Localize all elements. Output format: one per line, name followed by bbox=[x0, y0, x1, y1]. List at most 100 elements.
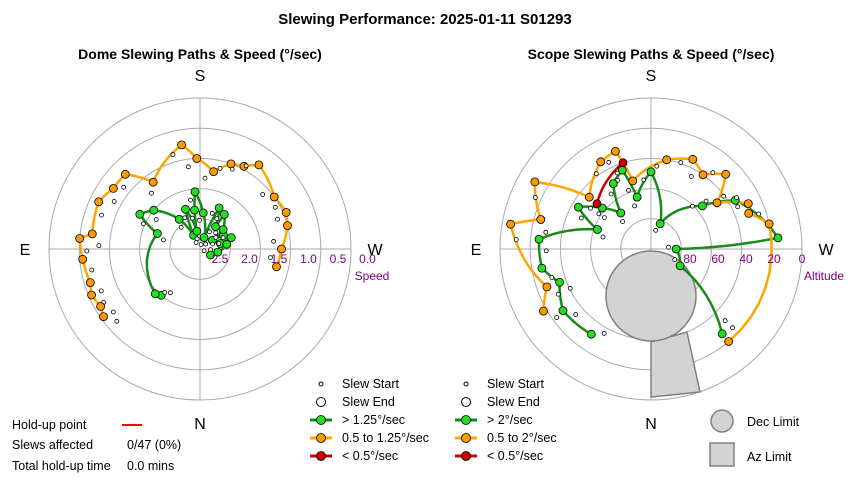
dome-slew-start-point bbox=[213, 235, 219, 240]
dome-legend-slow: < 0.5°/sec bbox=[342, 449, 398, 463]
scope-tick-label: 40 bbox=[739, 252, 753, 266]
scope-point-medium bbox=[724, 337, 733, 346]
dome-path-medium bbox=[152, 143, 183, 183]
scope-slew-start-point bbox=[666, 244, 671, 250]
scope-point-fast bbox=[534, 234, 544, 244]
scope-path-fast bbox=[558, 282, 565, 311]
scope-point-fast bbox=[555, 277, 564, 287]
scope-path-fast bbox=[538, 227, 598, 241]
scope-slew-start-point bbox=[608, 191, 614, 197]
dome-slew-start-point bbox=[99, 212, 104, 218]
scope-path-medium bbox=[509, 223, 548, 288]
dome-slew-start-point bbox=[111, 198, 117, 204]
scope-slew-start-point bbox=[549, 274, 555, 280]
scope-point-fast bbox=[616, 208, 626, 218]
scope-slew-start-point bbox=[734, 195, 739, 201]
dome-slew-start-point bbox=[170, 152, 176, 158]
dome-tick-label: 1.0 bbox=[300, 252, 317, 266]
dome-slew-start-point bbox=[194, 236, 200, 242]
scope-slew-start-point bbox=[573, 312, 579, 317]
scope-ticks: 80 60 40 20 0 bbox=[683, 252, 805, 266]
scope-slew-start-point bbox=[626, 187, 631, 193]
dome-slew-start-point bbox=[220, 235, 226, 241]
dome-slew-start-point bbox=[189, 215, 195, 221]
scope-legend-medium: 0.5 to 2°/sec bbox=[487, 431, 557, 445]
dome-legend-fast-marker bbox=[316, 415, 326, 425]
scope-point-medium bbox=[506, 219, 516, 229]
dome-point-fast bbox=[135, 209, 145, 219]
dome-slew-start-point bbox=[98, 288, 104, 294]
dome-slew-start-point bbox=[160, 237, 166, 243]
scope-point-medium bbox=[662, 155, 672, 165]
scope-slew-start-point bbox=[703, 198, 709, 204]
dome-points bbox=[75, 140, 292, 324]
main-title: Slewing Performance: 2025-01-11 S01293 bbox=[278, 11, 572, 28]
dome-panel: Dome Slewing Paths & Speed (°/sec) S N E… bbox=[20, 46, 390, 433]
dome-title: Dome Slewing Paths & Speed (°/sec) bbox=[78, 46, 322, 62]
dome-point-medium bbox=[177, 140, 187, 150]
scope-slew-start-point bbox=[721, 193, 726, 199]
scope-path-fast bbox=[676, 236, 779, 251]
dome-slew-start-point bbox=[121, 184, 127, 190]
legend-slew-end-marker bbox=[316, 397, 326, 407]
scope-slew-start-point bbox=[653, 227, 659, 233]
dome-point-fast bbox=[190, 205, 199, 215]
dome-legend-slew-start: Slew Start bbox=[342, 377, 399, 391]
dome-slew-start-point bbox=[198, 242, 204, 248]
dome-slew-start-point bbox=[182, 215, 188, 221]
dome-point-fast bbox=[174, 214, 184, 224]
scope-point-fast bbox=[698, 201, 707, 211]
az-limit-region bbox=[650, 331, 701, 398]
scope-slew-start-point bbox=[620, 219, 625, 225]
scope-point-fast bbox=[655, 219, 665, 229]
scope-slew-start-point bbox=[602, 215, 607, 221]
scope-point-medium bbox=[744, 208, 754, 218]
dome-slew-start-point bbox=[201, 248, 207, 254]
dome-slew-start-point bbox=[275, 216, 280, 222]
dome-slew-start-point bbox=[272, 204, 278, 210]
dome-point-medium bbox=[209, 167, 219, 177]
dome-slew-start-point bbox=[216, 241, 222, 247]
dome-axis-label: Speed bbox=[355, 269, 390, 283]
dome-point-fast bbox=[198, 208, 208, 218]
holdup-label: Hold-up point bbox=[12, 418, 87, 432]
dome-ticks: 2.5 2.0 1.5 1.0 0.5 0.0 bbox=[212, 252, 377, 266]
dome-slew-start-point bbox=[110, 309, 116, 315]
scope-slew-start-point bbox=[532, 195, 538, 200]
dome-point-medium bbox=[192, 154, 202, 163]
scope-path-fast bbox=[562, 309, 592, 336]
dome-slew-start-point bbox=[149, 190, 154, 196]
dome-slew-start-point bbox=[185, 164, 191, 170]
scope-legend-slow: < 0.5°/sec bbox=[487, 449, 543, 463]
limit-legend: Dec Limit Az Limit bbox=[709, 409, 800, 467]
scope-slew-start-point bbox=[601, 330, 607, 336]
scope-point-fast bbox=[717, 329, 727, 339]
scope-point-medium bbox=[698, 170, 708, 180]
dome-slew-start-point bbox=[96, 243, 102, 248]
scope-point-fast bbox=[537, 263, 547, 273]
scope-slew-start-point bbox=[722, 318, 728, 324]
scope-path-fast bbox=[537, 239, 544, 269]
dome-slew-start-point bbox=[188, 197, 193, 203]
dome-tick-label: 2.5 bbox=[212, 252, 229, 266]
dome-point-fast bbox=[214, 203, 224, 213]
scope-point-medium bbox=[611, 146, 620, 156]
scope-point-medium bbox=[764, 219, 774, 229]
dome-label-left: E bbox=[20, 242, 31, 259]
dome-point-fast bbox=[192, 226, 202, 236]
dome-point-medium bbox=[148, 177, 158, 187]
scope-point-medium bbox=[743, 199, 753, 209]
scope-slew-start-point bbox=[672, 257, 678, 263]
scope-path-fast bbox=[649, 171, 663, 224]
dome-slew-start-point bbox=[210, 241, 216, 247]
scope-legend-fast-marker bbox=[461, 415, 471, 425]
dome-slew-start-point bbox=[114, 318, 120, 324]
dome-tick-label: 0.0 bbox=[359, 252, 376, 266]
az-limit-swatch bbox=[709, 442, 735, 467]
scope-point-medium bbox=[628, 176, 638, 186]
scope-slew-start-point bbox=[567, 285, 573, 291]
dome-point-fast bbox=[211, 222, 221, 232]
scope-legend-fast: > 2°/sec bbox=[487, 413, 533, 427]
scope-point-fast bbox=[671, 244, 681, 254]
